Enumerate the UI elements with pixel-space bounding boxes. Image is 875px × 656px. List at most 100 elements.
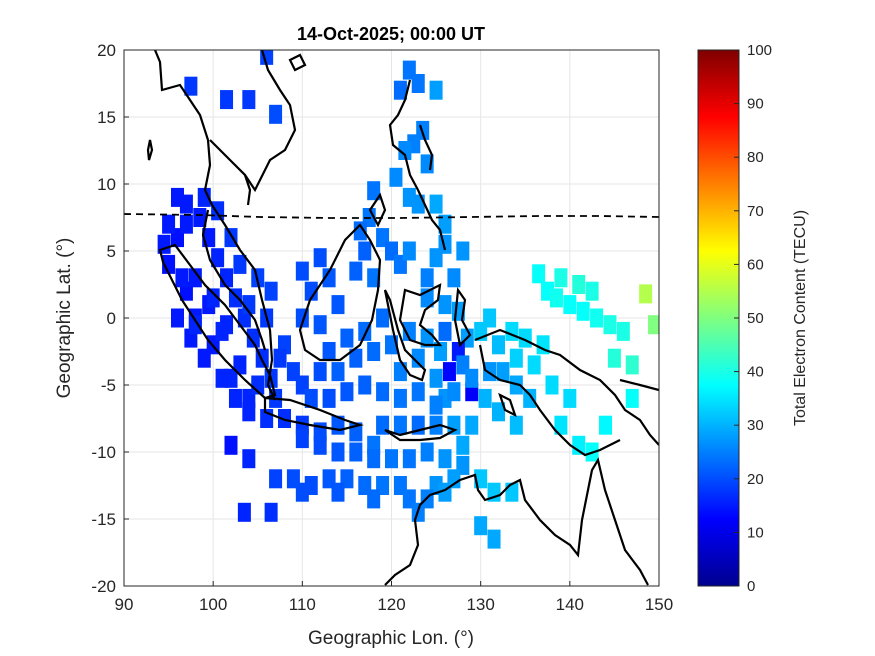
tec-cell (162, 214, 176, 234)
tec-cell (456, 435, 470, 455)
tec-cell (447, 382, 461, 402)
tec-cell (246, 328, 260, 348)
tec-cell (549, 288, 563, 308)
tec-cell (474, 516, 488, 536)
tec-cell (295, 261, 309, 281)
tec-cell (322, 388, 336, 408)
tec-cell (639, 284, 653, 304)
x-tick-label: 150 (645, 595, 673, 614)
tec-cell (572, 275, 586, 294)
tec-cell (554, 268, 568, 288)
tec-cell (322, 342, 336, 361)
tec-cell (509, 415, 523, 435)
tec-cell (393, 80, 407, 100)
tec-cell (233, 254, 247, 274)
tec-cell (429, 194, 443, 214)
tec-cell (179, 214, 193, 234)
tec-cell (465, 415, 479, 435)
tec-cell (411, 348, 425, 368)
tec-cell (625, 388, 639, 408)
tec-cell (349, 261, 363, 281)
tec-cell (563, 388, 577, 408)
tec-cell (376, 382, 390, 402)
tec-cell (554, 415, 568, 435)
y-tick-label: -15 (91, 510, 116, 529)
tec-cell (420, 268, 434, 288)
y-tick-label: 5 (107, 242, 116, 261)
tec-cell (402, 449, 416, 469)
tec-cell (398, 141, 412, 160)
tec-cell (237, 502, 251, 522)
tec-cell (264, 281, 278, 301)
tec-cell (188, 315, 202, 335)
tec-cell (393, 415, 407, 435)
tec-cell (367, 268, 381, 288)
y-tick-label: 0 (107, 309, 116, 328)
tec-cell (420, 442, 434, 462)
tec-cell (228, 388, 242, 408)
tec-cell (304, 388, 318, 408)
tec-cell (269, 469, 283, 489)
colorbar-tick-label: 90 (747, 96, 764, 113)
colorbar-tick-label: 60 (747, 256, 764, 273)
tec-cell (545, 375, 559, 395)
tec-cell (171, 187, 184, 207)
tec-cell (358, 241, 372, 261)
y-axis-ticks: 20 15 10 5 0 -5 -10 -15 -20 (91, 41, 129, 596)
tec-cell (242, 90, 256, 110)
tec-cell (171, 308, 184, 328)
tec-cell (438, 234, 452, 254)
tec-cell (224, 435, 238, 455)
x-tick-label: 120 (377, 595, 405, 614)
y-tick-label: 15 (97, 108, 116, 127)
tec-cell (572, 435, 586, 455)
tec-cell (264, 502, 278, 522)
tec-cell (367, 449, 381, 469)
tec-cell (349, 348, 363, 368)
tec-cell (188, 268, 202, 288)
tec-cell (353, 221, 367, 241)
tec-cell (438, 449, 452, 469)
tec-cell (197, 348, 211, 368)
y-axis-label: Geographic Lat. (°) (54, 238, 75, 399)
tec-cell (411, 382, 425, 402)
colorbar-tick-label: 10 (747, 524, 764, 541)
tec-cell (393, 388, 407, 408)
y-tick-label: -20 (91, 577, 116, 596)
tec-cell (429, 368, 443, 388)
tec-cell (603, 315, 617, 335)
colorbar-tick-label: 80 (747, 149, 764, 166)
tec-cell (313, 362, 327, 382)
tec-cell (376, 308, 390, 328)
colorbar-tick-label: 0 (747, 578, 755, 595)
tec-cell (393, 362, 407, 382)
tec-cell (220, 268, 234, 288)
colorbar-label: Total Electron Content (TECU) (792, 210, 809, 426)
tec-cell (509, 348, 523, 368)
tec-cell (331, 295, 345, 315)
tec-cell (438, 321, 452, 341)
tec-cell (313, 248, 327, 268)
tec-cell (456, 241, 470, 261)
y-tick-label: -10 (91, 443, 116, 462)
tec-cell (492, 335, 505, 355)
tec-cell (367, 181, 381, 201)
tec-cell (527, 355, 541, 375)
tec-cell (447, 268, 461, 288)
tec-cell (616, 321, 630, 341)
tec-cell (278, 409, 291, 428)
tec-cell (184, 76, 198, 96)
chart-title: 14-Oct-2025; 00:00 UT (297, 24, 485, 44)
tec-cell (434, 342, 448, 361)
tec-cell (313, 315, 327, 335)
colorbar-tick-label: 30 (747, 417, 764, 434)
colorbar-ticks: 0 10 20 30 40 50 60 70 80 90 100 (734, 42, 772, 595)
x-tick-label: 140 (556, 595, 584, 614)
x-axis-ticks: 90 100 110 120 130 140 150 (115, 581, 673, 614)
tec-cell (193, 208, 207, 227)
tec-cell (585, 281, 599, 301)
colorbar-tick-label: 70 (747, 203, 764, 220)
tec-cell (367, 342, 381, 361)
tec-cell (197, 187, 211, 207)
colorbar-tick-label: 50 (747, 310, 764, 327)
